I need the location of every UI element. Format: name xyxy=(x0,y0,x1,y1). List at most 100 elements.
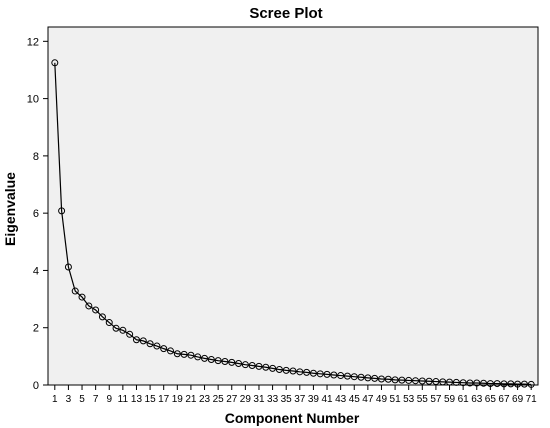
y-tick-label: 8 xyxy=(33,151,39,163)
data-point xyxy=(255,362,263,370)
x-tick-label: 29 xyxy=(240,394,252,405)
data-point xyxy=(391,376,399,384)
data-point xyxy=(350,373,358,381)
data-point xyxy=(139,337,147,345)
data-point xyxy=(520,380,528,388)
x-tick-label: 55 xyxy=(417,394,429,405)
data-point xyxy=(85,302,93,310)
data-point xyxy=(269,364,277,372)
x-tick-label: 71 xyxy=(526,394,538,405)
y-tick-label: 6 xyxy=(33,208,39,220)
data-point xyxy=(98,313,106,321)
x-tick-label: 23 xyxy=(199,394,211,405)
data-point xyxy=(398,376,406,384)
x-tick-label: 17 xyxy=(158,394,170,405)
data-point xyxy=(173,350,181,358)
data-point xyxy=(275,366,283,374)
x-tick-label: 19 xyxy=(172,394,184,405)
data-point xyxy=(92,306,100,314)
data-point xyxy=(514,380,522,388)
x-tick-label: 35 xyxy=(281,394,293,405)
data-point xyxy=(282,366,290,374)
x-tick-label: 5 xyxy=(79,394,85,405)
data-point xyxy=(180,350,188,358)
data-point xyxy=(309,369,317,377)
data-point xyxy=(364,374,372,382)
data-point xyxy=(337,372,345,380)
data-point xyxy=(357,373,365,381)
data-point xyxy=(452,378,460,386)
data-point xyxy=(235,360,243,368)
x-tick-label: 3 xyxy=(66,394,72,405)
data-point xyxy=(405,376,413,384)
data-point xyxy=(303,368,311,376)
data-point xyxy=(289,367,297,375)
data-point xyxy=(493,380,501,388)
x-tick-label: 41 xyxy=(321,394,333,405)
data-point xyxy=(78,293,86,301)
data-point xyxy=(241,361,249,369)
x-tick-label: 43 xyxy=(335,394,347,405)
x-tick-label: 51 xyxy=(390,394,402,405)
data-point xyxy=(330,371,338,379)
data-point xyxy=(486,380,494,388)
x-tick-label: 69 xyxy=(512,394,524,405)
data-point xyxy=(105,319,113,327)
data-point xyxy=(51,59,59,67)
data-point xyxy=(262,363,270,371)
y-tick-label: 4 xyxy=(33,265,39,277)
y-tick-label: 2 xyxy=(33,323,39,335)
data-point xyxy=(412,377,419,385)
data-point xyxy=(112,324,120,332)
y-tick-label: 12 xyxy=(27,36,39,48)
x-tick-label: 65 xyxy=(485,394,497,405)
x-tick-label: 9 xyxy=(106,394,112,405)
data-point xyxy=(343,372,351,380)
x-tick-label: 1 xyxy=(52,394,58,405)
data-point xyxy=(201,354,209,362)
data-point xyxy=(153,342,161,350)
data-point xyxy=(432,378,440,386)
data-point xyxy=(418,377,426,385)
data-point xyxy=(194,353,202,361)
data-point xyxy=(425,377,433,385)
y-axis: 0 2 4 6 8 10 12 xyxy=(27,36,48,392)
data-point xyxy=(439,378,447,386)
y-tick-label: 10 xyxy=(27,94,39,106)
y-tick-label: 0 xyxy=(33,380,39,392)
chart-title: Scree Plot xyxy=(249,5,322,22)
x-tick-label: 53 xyxy=(403,394,415,405)
data-point xyxy=(371,374,379,382)
data-point xyxy=(384,375,392,383)
x-tick-label: 39 xyxy=(308,394,320,405)
data-point xyxy=(214,357,222,365)
data-point xyxy=(377,375,385,383)
data-point xyxy=(64,263,72,271)
data-point xyxy=(466,379,474,387)
data-point xyxy=(507,380,515,388)
x-tick-label: 21 xyxy=(185,394,197,405)
x-tick-label: 15 xyxy=(145,394,157,405)
data-point xyxy=(459,379,467,387)
x-tick-label: 61 xyxy=(458,394,470,405)
x-tick-label: 13 xyxy=(131,394,143,405)
x-tick-label: 47 xyxy=(362,394,374,405)
data-point xyxy=(160,345,168,353)
x-tick-label: 45 xyxy=(349,394,361,405)
x-tick-label: 67 xyxy=(498,394,510,405)
x-tick-label: 27 xyxy=(226,394,238,405)
x-tick-label: 25 xyxy=(213,394,225,405)
x-tick-label: 11 xyxy=(118,394,129,405)
data-point xyxy=(119,326,127,334)
data-point xyxy=(527,380,535,388)
data-point xyxy=(248,362,256,370)
data-point xyxy=(167,347,174,355)
x-tick-label: 31 xyxy=(253,394,265,405)
y-axis-label: Eigenvalue xyxy=(2,172,18,246)
x-tick-label: 63 xyxy=(471,394,483,405)
data-point xyxy=(296,368,304,376)
data-point xyxy=(480,379,488,387)
data-point xyxy=(132,336,140,344)
x-tick-label: 59 xyxy=(444,394,456,405)
